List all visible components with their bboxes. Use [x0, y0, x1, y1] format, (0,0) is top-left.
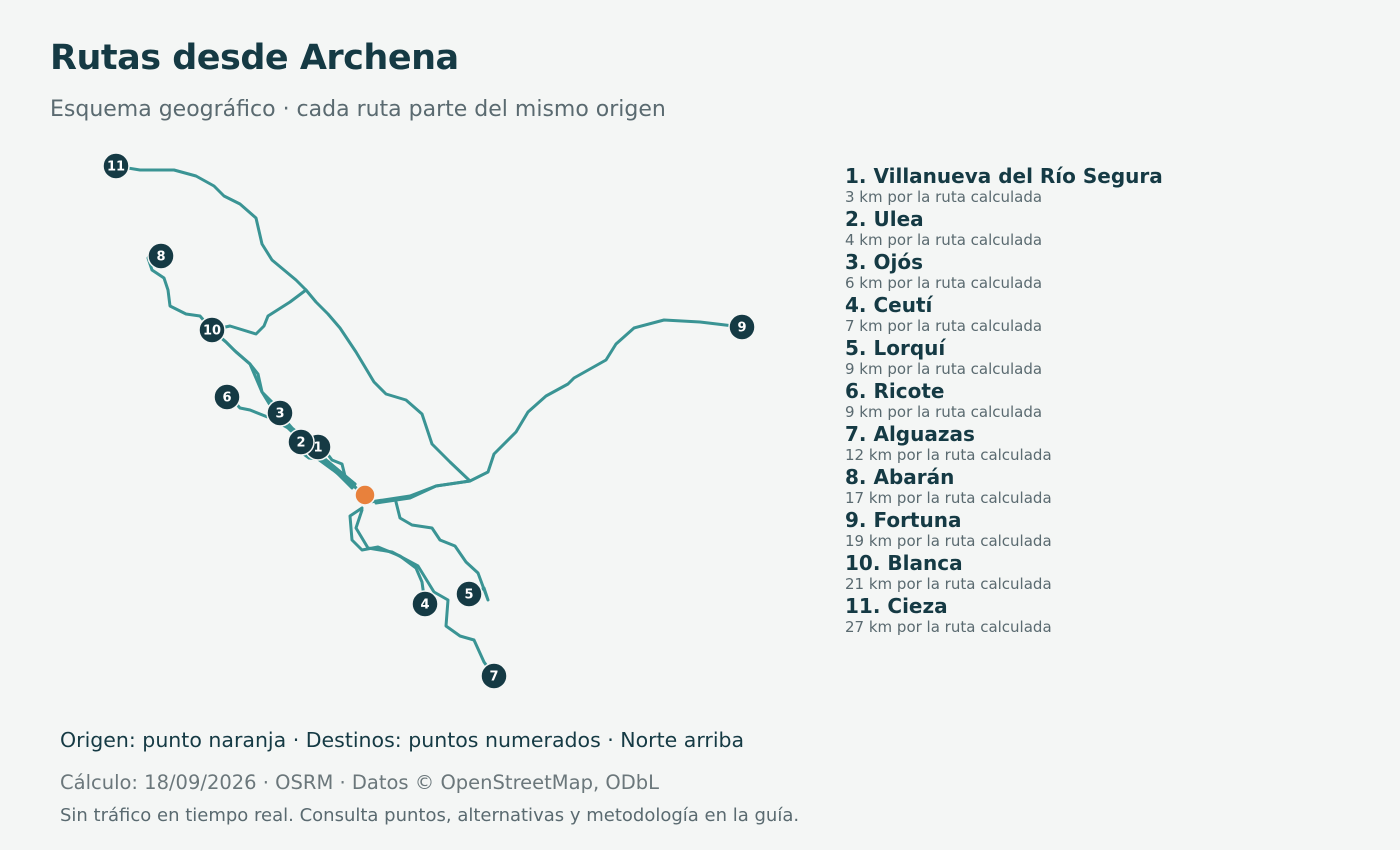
legend-item-10[interactable]: 10. Blanca 21 km por la ruta calculada — [845, 550, 1163, 593]
route-line-11 — [114, 164, 472, 504]
route-line-4 — [348, 506, 427, 606]
destination-name: 7. Alguazas — [845, 422, 975, 446]
page-subtitle: Esquema geográfico · cada ruta parte del… — [50, 97, 666, 122]
legend-item-3[interactable]: 3. Ojós 6 km por la ruta calculada — [845, 249, 1163, 292]
destination-marker-10[interactable]: 10 — [198, 316, 226, 344]
origin-layer — [354, 484, 376, 506]
destination-name: 8. Abarán — [845, 465, 955, 489]
origin-marker — [354, 484, 376, 506]
legend-item-1[interactable]: 1. Villanueva del Río Segura 3 km por la … — [845, 163, 1163, 206]
marker-number: 2 — [296, 436, 305, 451]
marker-number: 3 — [275, 407, 284, 422]
destination-distance: 3 km por la ruta calculada — [845, 188, 1043, 206]
destination-name: 2. Ulea — [845, 207, 924, 231]
marker-number: 11 — [107, 160, 125, 175]
destination-distance: 6 km por la ruta calculada — [845, 274, 1043, 292]
destination-distance: 21 km por la ruta calculada — [845, 575, 1052, 593]
legend-item-4[interactable]: 4. Ceutí 7 km por la ruta calculada — [845, 292, 1163, 335]
destination-distance: 19 km por la ruta calculada — [845, 532, 1052, 550]
marker-circle — [411, 590, 439, 618]
destination-name: 6. Ricote — [845, 379, 945, 403]
marker-circle — [198, 316, 226, 344]
marker-circle — [266, 399, 294, 427]
destination-marker-3[interactable]: 3 — [266, 399, 294, 427]
marker-number: 10 — [203, 324, 221, 339]
destination-marker-4[interactable]: 4 — [411, 590, 439, 618]
destination-distance: 7 km por la ruta calculada — [845, 317, 1043, 335]
page-title: Rutas desde Archena — [50, 38, 459, 78]
destination-marker-9[interactable]: 9 — [728, 313, 756, 341]
marker-circle — [147, 242, 175, 270]
marker-number: 5 — [464, 588, 473, 603]
route-line-5 — [394, 500, 490, 602]
destination-markers: 123 4 5 6 7 8 9 10 11 — [102, 152, 756, 690]
legend-item-8[interactable]: 8. Abarán 17 km por la ruta calculada — [845, 464, 1163, 507]
destination-name: 10. Blanca — [845, 551, 963, 575]
destination-distance: 9 km por la ruta calculada — [845, 360, 1043, 378]
marker-circle — [455, 580, 483, 608]
destination-distance: 9 km por la ruta calculada — [845, 403, 1043, 421]
marker-number: 8 — [156, 250, 165, 265]
destination-marker-6[interactable]: 6 — [213, 383, 241, 411]
destination-name: 9. Fortuna — [845, 508, 962, 532]
destination-legend: 1. Villanueva del Río Segura 3 km por la … — [845, 163, 1163, 636]
marker-number: 9 — [737, 321, 746, 336]
destination-name: 5. Lorquí — [845, 336, 946, 360]
destination-marker-11[interactable]: 11 — [102, 152, 130, 180]
destination-distance: 17 km por la ruta calculada — [845, 489, 1052, 507]
marker-number: 6 — [222, 391, 231, 406]
calculation-info: Cálculo: 18/09/2026 · OSRM · Datos © Ope… — [60, 771, 659, 794]
destination-name: 4. Ceutí — [845, 293, 933, 317]
legend-item-2[interactable]: 2. Ulea 4 km por la ruta calculada — [845, 206, 1163, 249]
destination-distance: 4 km por la ruta calculada — [845, 231, 1043, 249]
destination-name: 1. Villanueva del Río Segura — [845, 164, 1163, 188]
destination-marker-2[interactable]: 2 — [287, 428, 315, 456]
destination-name: 11. Cieza — [845, 594, 948, 618]
marker-number: 4 — [420, 598, 429, 613]
marker-circle — [480, 662, 508, 690]
marker-number: 7 — [489, 670, 498, 685]
marker-circle — [728, 313, 756, 341]
marker-circle — [287, 428, 315, 456]
destination-marker-8[interactable]: 8 — [147, 242, 175, 270]
destination-marker-5[interactable]: 5 — [455, 580, 483, 608]
legend-item-5[interactable]: 5. Lorquí 9 km por la ruta calculada — [845, 335, 1163, 378]
route-line-9 — [374, 318, 744, 505]
marker-number: 1 — [313, 441, 322, 456]
map-key: Origen: punto naranja · Destinos: puntos… — [60, 728, 745, 752]
destination-name: 3. Ojós — [845, 250, 923, 274]
legend-item-7[interactable]: 7. Alguazas 12 km por la ruta calculada — [845, 421, 1163, 464]
marker-circle — [102, 152, 130, 180]
marker-circle — [213, 383, 241, 411]
route-line-7 — [354, 508, 496, 678]
methodology-note: Sin tráfico en tiempo real. Consulta pun… — [60, 805, 800, 826]
legend-item-6[interactable]: 6. Ricote 9 km por la ruta calculada — [845, 378, 1163, 421]
destination-distance: 27 km por la ruta calculada — [845, 618, 1052, 636]
legend-item-11[interactable]: 11. Cieza 27 km por la ruta calculada — [845, 593, 1163, 636]
destination-distance: 12 km por la ruta calculada — [845, 446, 1052, 464]
legend-item-9[interactable]: 9. Fortuna 19 km por la ruta calculada — [845, 507, 1163, 550]
destination-marker-7[interactable]: 7 — [480, 662, 508, 690]
